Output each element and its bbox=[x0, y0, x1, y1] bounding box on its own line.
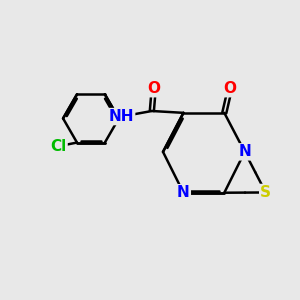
Text: Cl: Cl bbox=[50, 139, 67, 154]
Text: NH: NH bbox=[109, 109, 134, 124]
Text: S: S bbox=[260, 185, 271, 200]
Text: O: O bbox=[224, 81, 236, 96]
Text: N: N bbox=[238, 144, 251, 159]
Text: O: O bbox=[147, 81, 160, 96]
Text: N: N bbox=[177, 185, 190, 200]
